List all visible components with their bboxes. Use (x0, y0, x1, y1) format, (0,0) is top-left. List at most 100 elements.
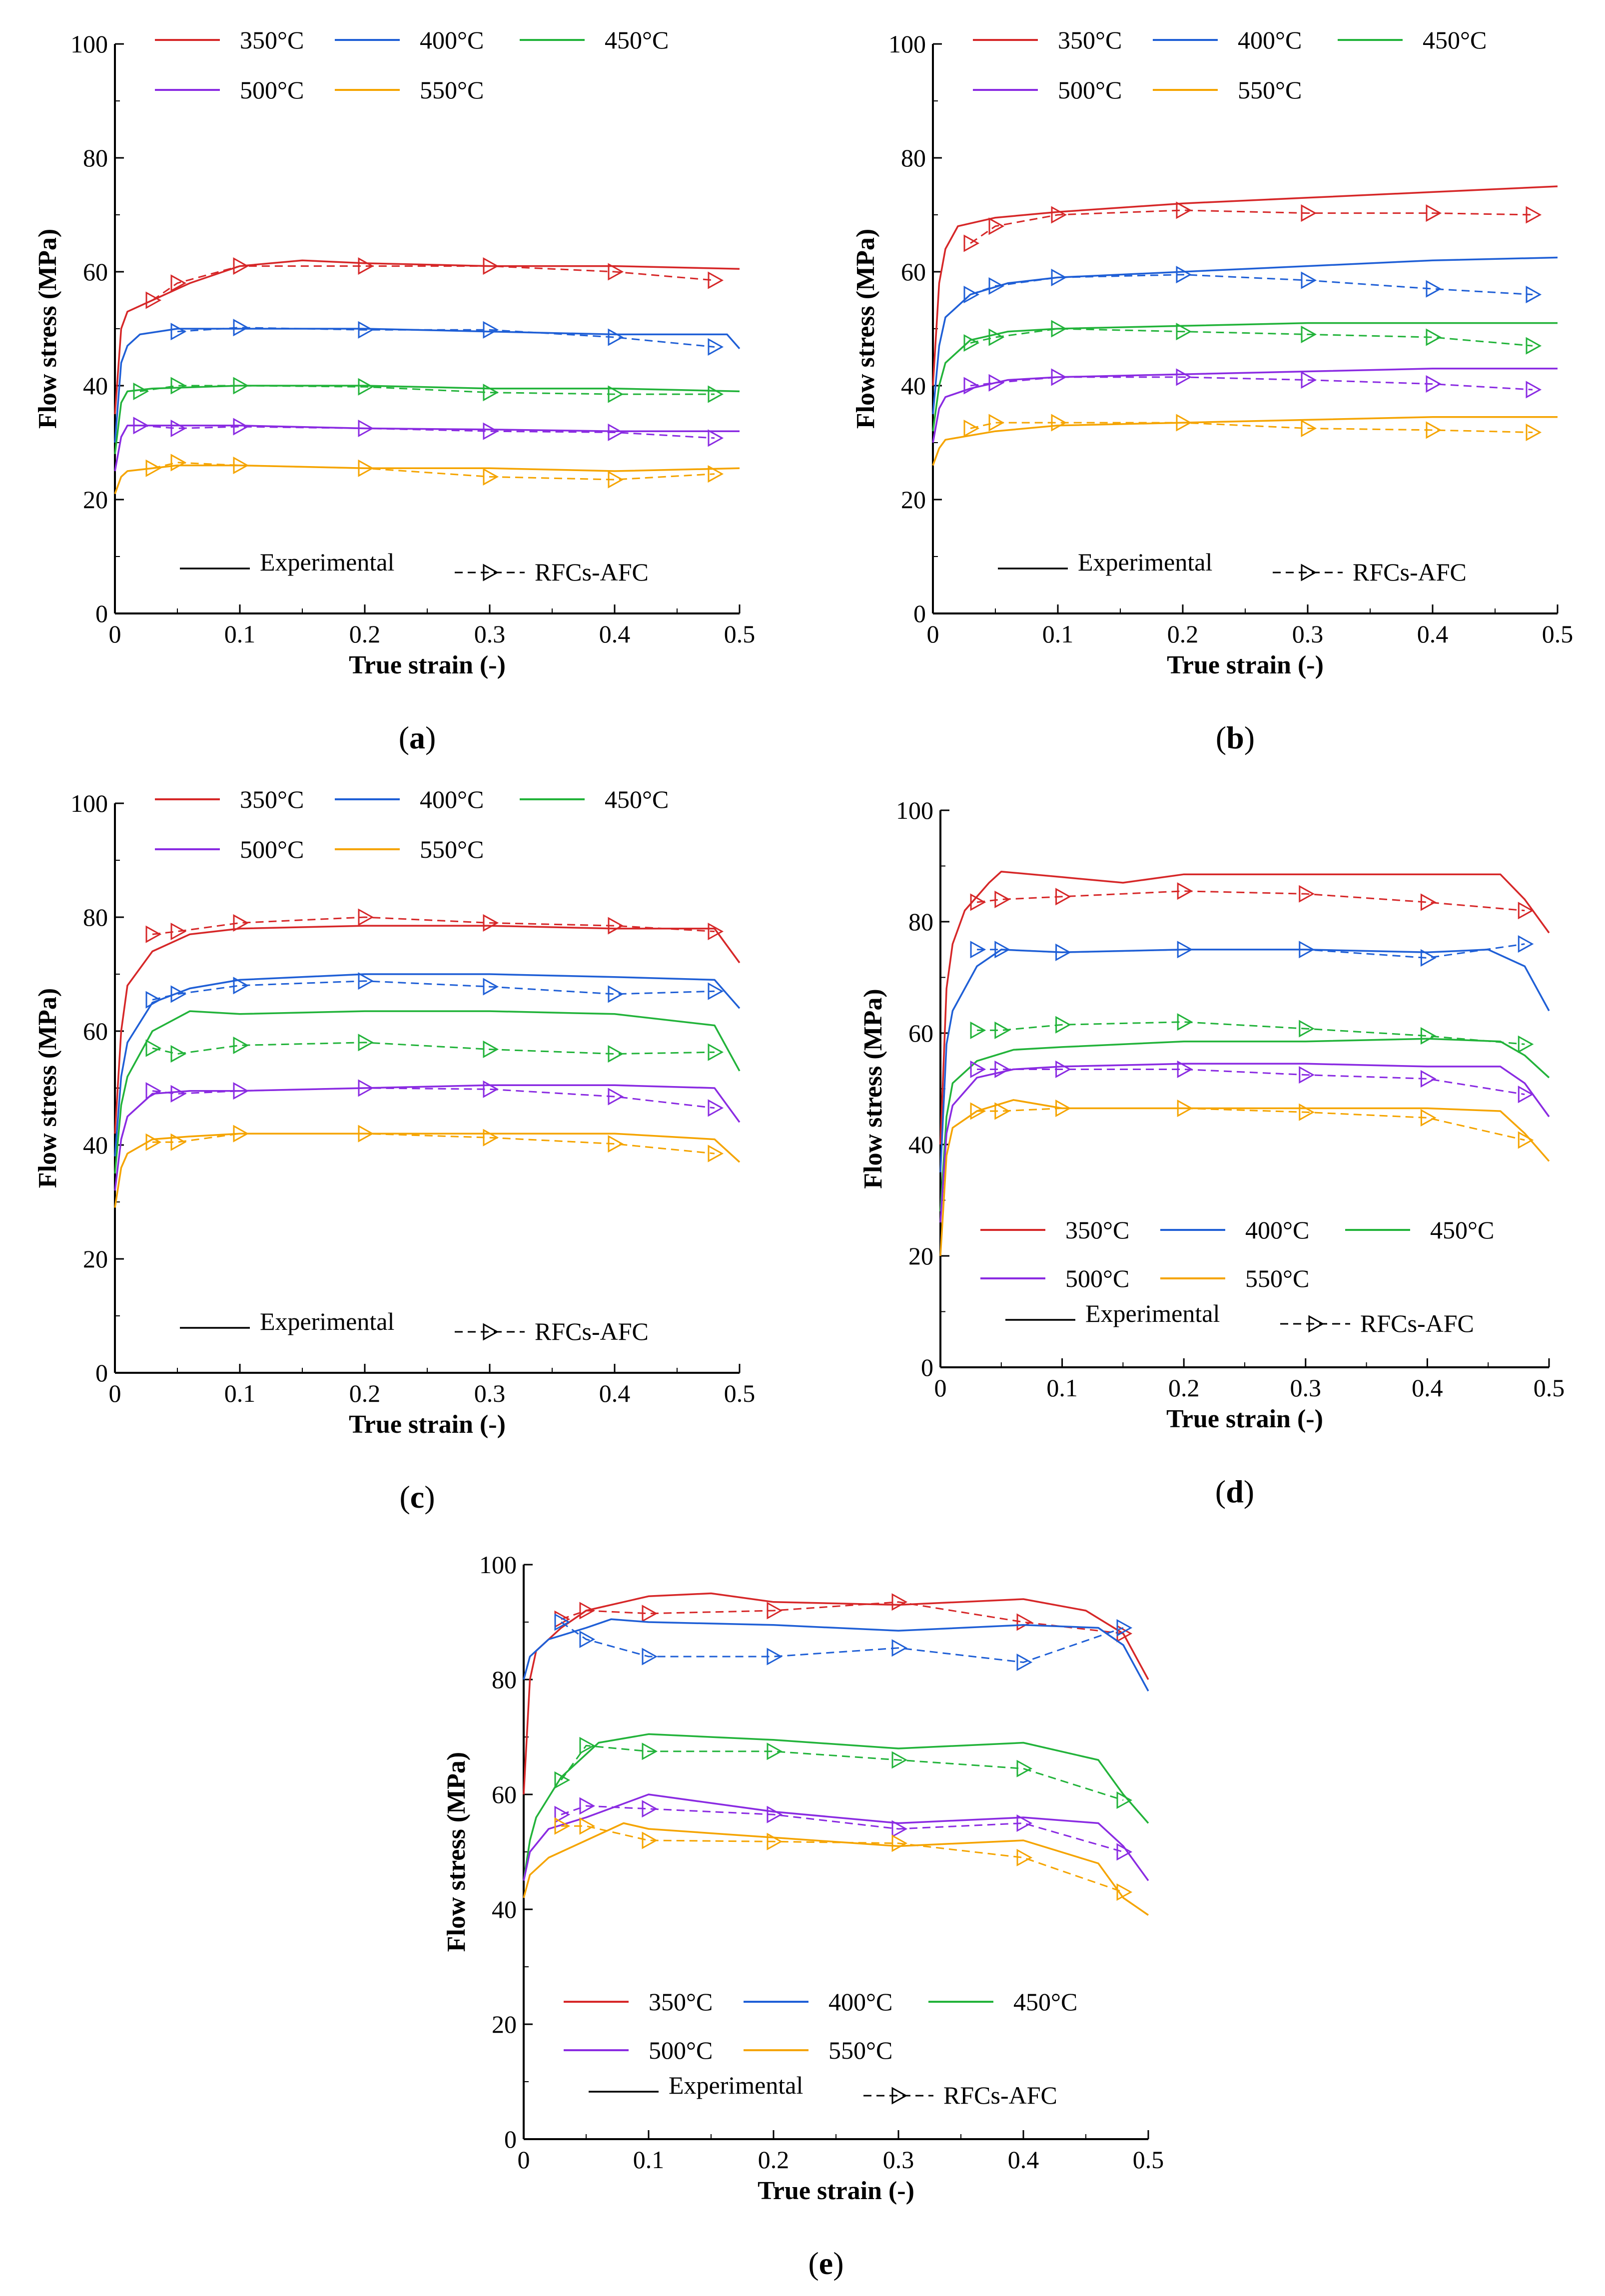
x-tick-label: 0.1 (1046, 1374, 1078, 1402)
model-marker (483, 422, 499, 440)
x-tick-label: 0.1 (224, 620, 256, 648)
x-tick-label: 0.4 (1412, 1374, 1443, 1402)
x-axis-title: True strain (-) (349, 1410, 506, 1439)
model-marker (1016, 1653, 1033, 1672)
model-marker (767, 1832, 783, 1850)
model-marker (170, 922, 187, 941)
model-marker (554, 1805, 571, 1823)
model-marker (1526, 381, 1542, 399)
model-marker (1420, 949, 1437, 967)
model-marker (994, 941, 1010, 959)
series-2 (114, 377, 740, 455)
model-marker (1176, 368, 1192, 386)
model-marker (994, 1102, 1010, 1120)
model-marker (170, 377, 187, 395)
model-marker (358, 908, 374, 926)
legend-temp-label: 450°C (1430, 1216, 1494, 1244)
experimental-line (932, 185, 1558, 386)
panel-c: 0 20 40 60 80 100 0 0.1 0.2 0.3 0.4 0.5 True strain … (33, 785, 755, 1515)
legend-model-label: RFCs-AFC (943, 2081, 1057, 2109)
legend-model-label: RFCs-AFC (1360, 1309, 1474, 1337)
experimental-line (114, 385, 740, 455)
model-marker (133, 382, 149, 400)
x-tick-label: 0.5 (1542, 620, 1574, 648)
model-marker (1301, 325, 1317, 343)
x-tick-label: 0.5 (1534, 1374, 1565, 1402)
series-1 (114, 972, 741, 1156)
model-marker (233, 977, 249, 995)
model-marker (483, 1040, 499, 1059)
legend-model-marker (483, 1323, 499, 1341)
model-line (561, 1805, 1124, 1853)
model-marker (970, 1021, 986, 1039)
model-marker (1426, 375, 1442, 393)
legend-model-label: RFCs-AFC (1353, 558, 1467, 586)
model-marker (1518, 1131, 1534, 1149)
x-tick-label: 0.3 (474, 620, 506, 648)
model-line (152, 916, 715, 935)
experimental-line (114, 973, 741, 1156)
model-marker (608, 1088, 624, 1106)
y-tick-label: 20 (492, 2010, 517, 2038)
model-marker (358, 1079, 374, 1097)
model-marker (170, 1133, 187, 1151)
model-marker (170, 985, 187, 1003)
legend-temp-label: 550°C (420, 76, 484, 104)
model-marker (1299, 885, 1315, 903)
x-tick-label: 0.5 (1133, 2146, 1164, 2174)
y-tick-label: 40 (83, 1131, 108, 1159)
experimental-line (932, 322, 1558, 432)
model-line (560, 1744, 1124, 1801)
legend-temp-label: 500°C (1058, 76, 1122, 104)
model-marker (483, 1080, 499, 1098)
legend: 350°C 400°C 450°C 500°C 550°C Experimental RFC… (564, 1988, 1077, 2109)
y-tick-label: 100 (70, 30, 108, 58)
model-line (561, 1621, 1124, 1664)
legend-model-marker (1308, 1315, 1325, 1333)
x-tick-label: 0.4 (1417, 620, 1449, 648)
panel-caption: (c) (399, 1479, 435, 1515)
model-marker (708, 982, 724, 1000)
model-marker (1176, 323, 1192, 341)
model-marker (891, 1834, 908, 1852)
experimental-line (114, 328, 741, 443)
legend-model-marker (483, 564, 499, 581)
x-tick-label: 0.1 (633, 2146, 665, 2174)
x-axis-title: True strain (-) (349, 651, 506, 679)
model-marker (1426, 421, 1442, 439)
legend-temp-label: 450°C (605, 785, 669, 813)
y-tick-label: 0 (913, 599, 926, 627)
legend-experimental-label: Experimental (1085, 1299, 1220, 1327)
legend-temp-label: 550°C (828, 2036, 892, 2064)
model-marker (767, 1742, 783, 1760)
model-marker (170, 1045, 187, 1063)
model-line (152, 980, 715, 1001)
model-marker (1116, 1883, 1133, 1901)
legend-temp-label: 450°C (605, 26, 669, 54)
y-axis-title: Flow stress (MPa) (851, 229, 880, 429)
model-marker (988, 277, 1005, 295)
model-marker (1055, 943, 1071, 961)
panel-e: 0 20 40 60 80 100 0 0.1 0.2 0.3 0.4 0.5 True strain … (442, 1551, 1164, 2281)
model-marker (1299, 1066, 1315, 1084)
model-marker (891, 1593, 908, 1611)
model-marker (170, 274, 187, 292)
series-1 (114, 319, 741, 443)
series-4 (939, 1099, 1550, 1256)
model-marker (1301, 271, 1317, 289)
model-marker (145, 925, 162, 943)
model-marker (554, 1613, 571, 1631)
model-marker (483, 1129, 499, 1147)
model-marker (1526, 337, 1542, 355)
y-tick-label: 60 (83, 258, 108, 286)
model-marker (891, 1751, 908, 1769)
model-marker (1116, 1619, 1133, 1637)
experimental-line (523, 1592, 1149, 1795)
model-line (152, 1133, 715, 1154)
model-marker (994, 890, 1010, 908)
y-tick-label: 100 (888, 30, 926, 58)
model-marker (1016, 1848, 1033, 1867)
x-tick-label: 0.2 (1168, 1374, 1200, 1402)
series-3 (114, 1079, 741, 1191)
model-marker (1051, 368, 1067, 386)
